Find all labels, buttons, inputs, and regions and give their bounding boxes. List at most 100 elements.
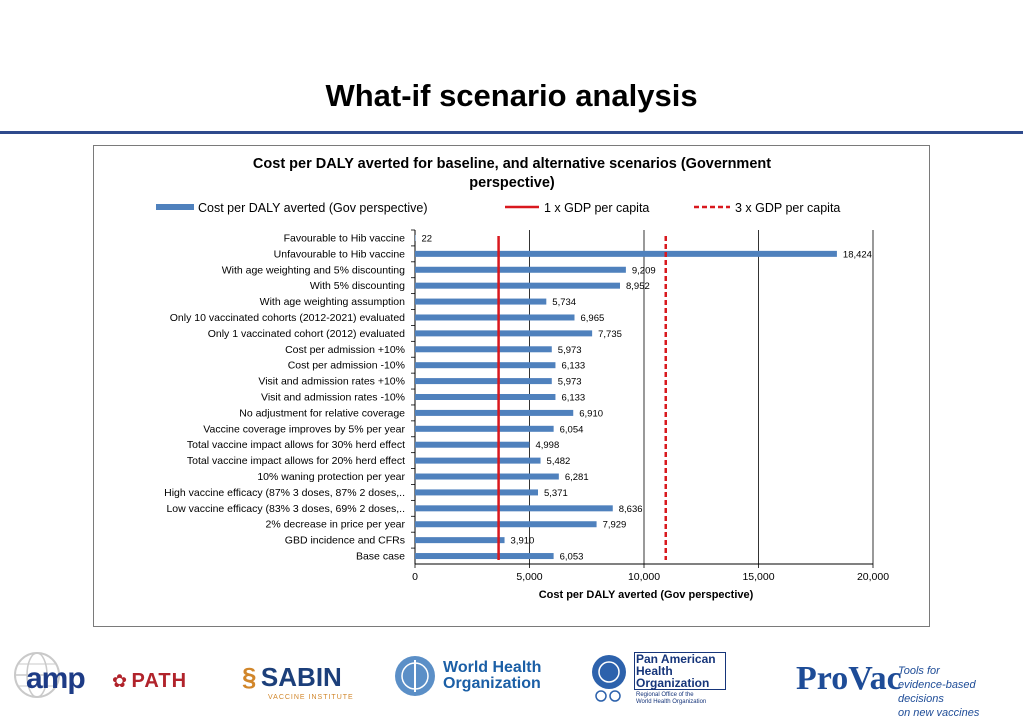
- x-tick-label: 15,000: [742, 571, 774, 583]
- chart-title-line1: Cost per DALY averted for baseline, and …: [253, 156, 771, 172]
- value-label: 5,973: [558, 377, 582, 388]
- legend-label-3x-gdp: 3 x GDP per capita: [735, 201, 840, 215]
- x-tick-label: 0: [412, 571, 418, 583]
- cost-per-daly-chart: Cost per DALY averted for baseline, and …: [156, 156, 889, 601]
- path-logo: ✿ PATH: [112, 670, 187, 693]
- value-label: 22: [422, 233, 433, 244]
- title-divider: [0, 131, 1023, 134]
- category-label: Visit and admission rates +10%: [258, 376, 405, 388]
- x-axis-title: Cost per DALY averted (Gov perspective): [539, 589, 754, 601]
- value-label: 18,424: [843, 249, 872, 260]
- path-flower-icon: ✿: [112, 671, 128, 691]
- chart-frame: Cost per DALY averted for baseline, and …: [93, 145, 930, 627]
- category-label: Only 1 vaccinated cohort (2012) evaluate…: [208, 328, 405, 340]
- who-name-line2: Organization: [443, 675, 541, 692]
- value-label: 6,281: [565, 472, 589, 483]
- value-label: 6,133: [561, 361, 585, 372]
- bar: [415, 473, 559, 480]
- value-label: 6,965: [580, 313, 604, 324]
- bar: [415, 553, 554, 560]
- category-label: Vaccine coverage improves by 5% per year: [203, 423, 405, 435]
- provac-tag-line1: Tools for: [898, 665, 940, 677]
- bar: [415, 425, 554, 432]
- category-label: Total vaccine impact allows for 20% herd…: [187, 455, 405, 467]
- globe-icon: [14, 652, 60, 698]
- bar: [415, 282, 621, 289]
- value-label: 6,053: [560, 552, 584, 563]
- value-label: 5,482: [547, 456, 571, 467]
- category-label: Only 10 vaccinated cohorts (2012-2021) e…: [170, 312, 405, 324]
- category-label: Favourable to Hib vaccine: [284, 232, 406, 244]
- bar: [415, 250, 837, 257]
- value-label: 5,973: [558, 345, 582, 356]
- provac-tag-line2: evidence-based decisions: [898, 679, 976, 705]
- plot-area: Favourable to Hib vaccine 22 Unfavourable …: [164, 229, 889, 583]
- bar: [415, 505, 613, 512]
- x-tick-label: 20,000: [857, 571, 889, 583]
- bar: [415, 346, 552, 353]
- bar: [415, 521, 597, 528]
- value-label: 7,735: [598, 329, 622, 340]
- paho-emblem-icon: [592, 655, 626, 702]
- category-label: With 5% discounting: [310, 280, 405, 292]
- bar: [415, 409, 574, 416]
- category-label: High vaccine efficacy (87% 3 doses, 87% …: [164, 487, 405, 499]
- bar: [415, 330, 593, 337]
- value-label: 9,209: [632, 265, 656, 276]
- who-logo: World Health Organization: [393, 654, 543, 700]
- slide-title: What-if scenario analysis: [325, 78, 698, 113]
- value-label: 6,133: [561, 393, 585, 404]
- bar: [415, 441, 530, 448]
- x-tick-label: 10,000: [628, 571, 660, 583]
- value-label: 4,998: [535, 440, 559, 451]
- value-label: 5,734: [552, 297, 576, 308]
- bar: [415, 394, 556, 400]
- category-label: 2% decrease in price per year: [266, 519, 406, 531]
- provac-tagline: Tools for evidence-based decisions on ne…: [898, 664, 1023, 720]
- category-label: Base case: [356, 551, 405, 563]
- category-label: 10% waning protection per year: [257, 471, 405, 483]
- value-label: 5,371: [544, 488, 568, 499]
- legend-label-bar: Cost per DALY averted (Gov perspective): [198, 201, 428, 215]
- amp-logo: amp: [12, 650, 92, 702]
- footer-logos: amp ✿ PATH § SABIN VACCINE INSTITUTE Wor…: [0, 640, 1023, 719]
- bar: [415, 314, 575, 321]
- provac-tag-line3: on new vaccines: [898, 707, 980, 719]
- category-label: Cost per admission -10%: [288, 360, 405, 372]
- category-label: Visit and admission rates -10%: [261, 392, 405, 404]
- x-tick-label: 5,000: [516, 571, 542, 583]
- paho-name-line1: Pan American: [636, 652, 716, 666]
- legend-swatch-bar: [156, 204, 194, 210]
- sabin-logo: § SABIN VACCINE INSTITUTE: [242, 662, 353, 701]
- legend-label-1x-gdp: 1 x GDP per capita: [544, 201, 649, 215]
- value-label: 7,929: [603, 520, 627, 531]
- path-wordmark: PATH: [131, 670, 188, 692]
- bar: [415, 298, 547, 305]
- who-emblem-icon: [395, 656, 435, 696]
- paho-name-line2: Health: [636, 664, 673, 678]
- bar: [415, 489, 538, 496]
- paho-sub-line1: Regional Office of the: [636, 692, 694, 698]
- category-label: Cost per admission +10%: [285, 344, 405, 356]
- value-label: 6,054: [560, 424, 584, 435]
- category-label: With age weighting and 5% discounting: [222, 264, 405, 276]
- value-label: 8,952: [626, 281, 650, 292]
- bar: [415, 266, 626, 273]
- sabin-s-icon: §: [242, 662, 257, 692]
- category-label: Low vaccine efficacy (83% 3 doses, 69% 2…: [166, 503, 405, 515]
- category-label: Total vaccine impact allows for 30% herd…: [187, 439, 405, 451]
- chart-legend: Cost per DALY averted (Gov perspective) …: [156, 201, 840, 215]
- category-label: No adjustment for relative coverage: [239, 407, 405, 419]
- value-label: 3,910: [511, 536, 535, 547]
- paho-name-line3: Organization: [636, 676, 710, 690]
- amp-wordmark: amp: [26, 662, 86, 695]
- bar: [415, 537, 505, 544]
- value-label: 6,910: [579, 408, 603, 419]
- value-label: 8,636: [619, 504, 643, 515]
- category-label: GBD incidence and CFRs: [285, 535, 405, 547]
- sabin-wordmark: SABIN: [260, 662, 342, 692]
- category-label: With age weighting assumption: [260, 296, 405, 308]
- paho-sub-line2: World Health Organization: [636, 699, 707, 705]
- who-name-line1: World Health: [443, 659, 542, 676]
- sabin-subtitle: VACCINE INSTITUTE: [268, 694, 354, 701]
